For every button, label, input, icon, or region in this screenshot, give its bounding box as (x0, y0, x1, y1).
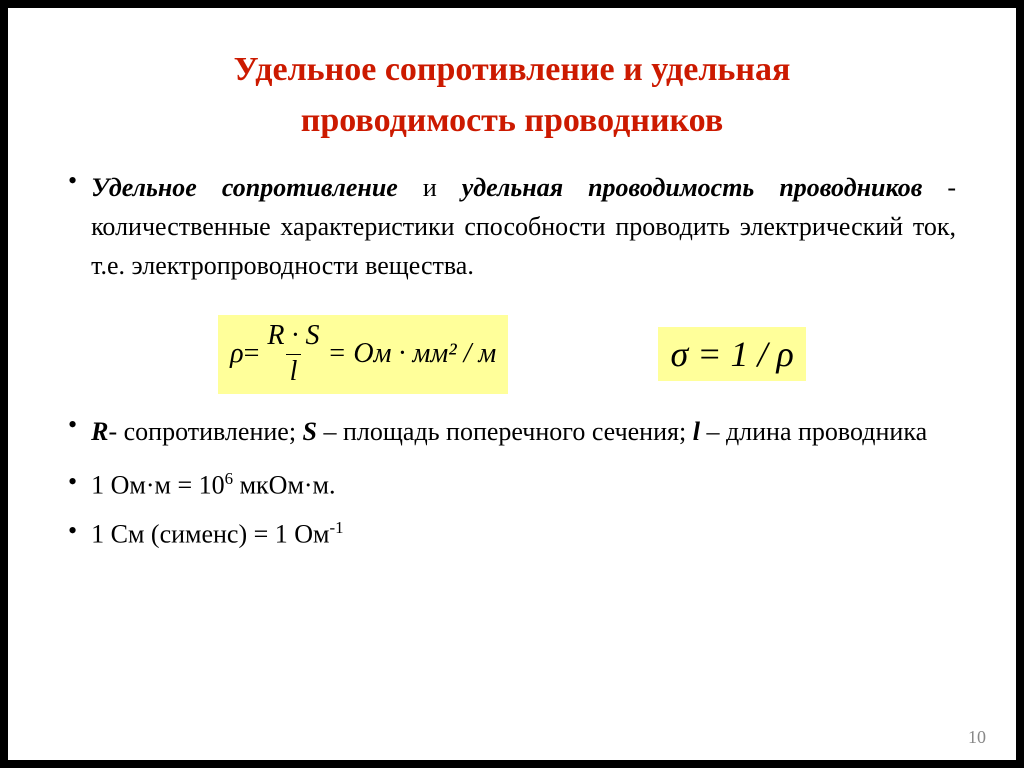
bullet-item-1: • Удельное сопротивление и удельная пров… (68, 168, 956, 285)
unit-conversion-1: 1 Ом·м = 106 мкОм·м. (91, 469, 956, 501)
title-line-1: Удельное сопротивление и удельная (68, 44, 956, 95)
paragraph-1: Удельное сопротивление и удельная провод… (91, 168, 956, 285)
bullet-item-3: • 1 Ом·м = 106 мкОм·м. (68, 469, 956, 501)
bullet-dot-icon: • (68, 467, 77, 497)
bullet-item-2: • R- сопротивление; S – площадь поперечн… (68, 412, 956, 451)
symbol-r: R (91, 417, 108, 446)
symbol-s: S (303, 417, 317, 446)
unit-conversion-2: 1 См (сименс) = 1 Ом-1 (91, 518, 956, 550)
formula-row: ρ = R · S l = Ом · мм² / м σ = 1 / ρ (68, 315, 956, 394)
bullet-dot-icon: • (68, 166, 77, 196)
formula-resistivity: ρ = R · S l = Ом · мм² / м (218, 315, 508, 394)
formula-conductivity: σ = 1 / ρ (658, 327, 805, 381)
slide-title: Удельное сопротивление и удельная провод… (68, 44, 956, 146)
page-footer: 10 (8, 727, 1016, 748)
bullet-item-4: • 1 См (сименс) = 1 Ом-1 (68, 518, 956, 550)
bullet-dot-icon: • (68, 410, 77, 440)
page-number: 10 (968, 727, 986, 747)
term-conductivity: удельная проводимость проводников (462, 173, 923, 202)
bullet-dot-icon: • (68, 516, 77, 546)
fraction-icon: R · S l (263, 321, 323, 388)
paragraph-2: R- сопротивление; S – площадь поперечног… (91, 412, 956, 451)
term-resistivity: Удельное сопротивление (91, 173, 398, 202)
title-line-2: проводимость проводников (68, 95, 956, 146)
symbol-l: l (693, 417, 700, 446)
